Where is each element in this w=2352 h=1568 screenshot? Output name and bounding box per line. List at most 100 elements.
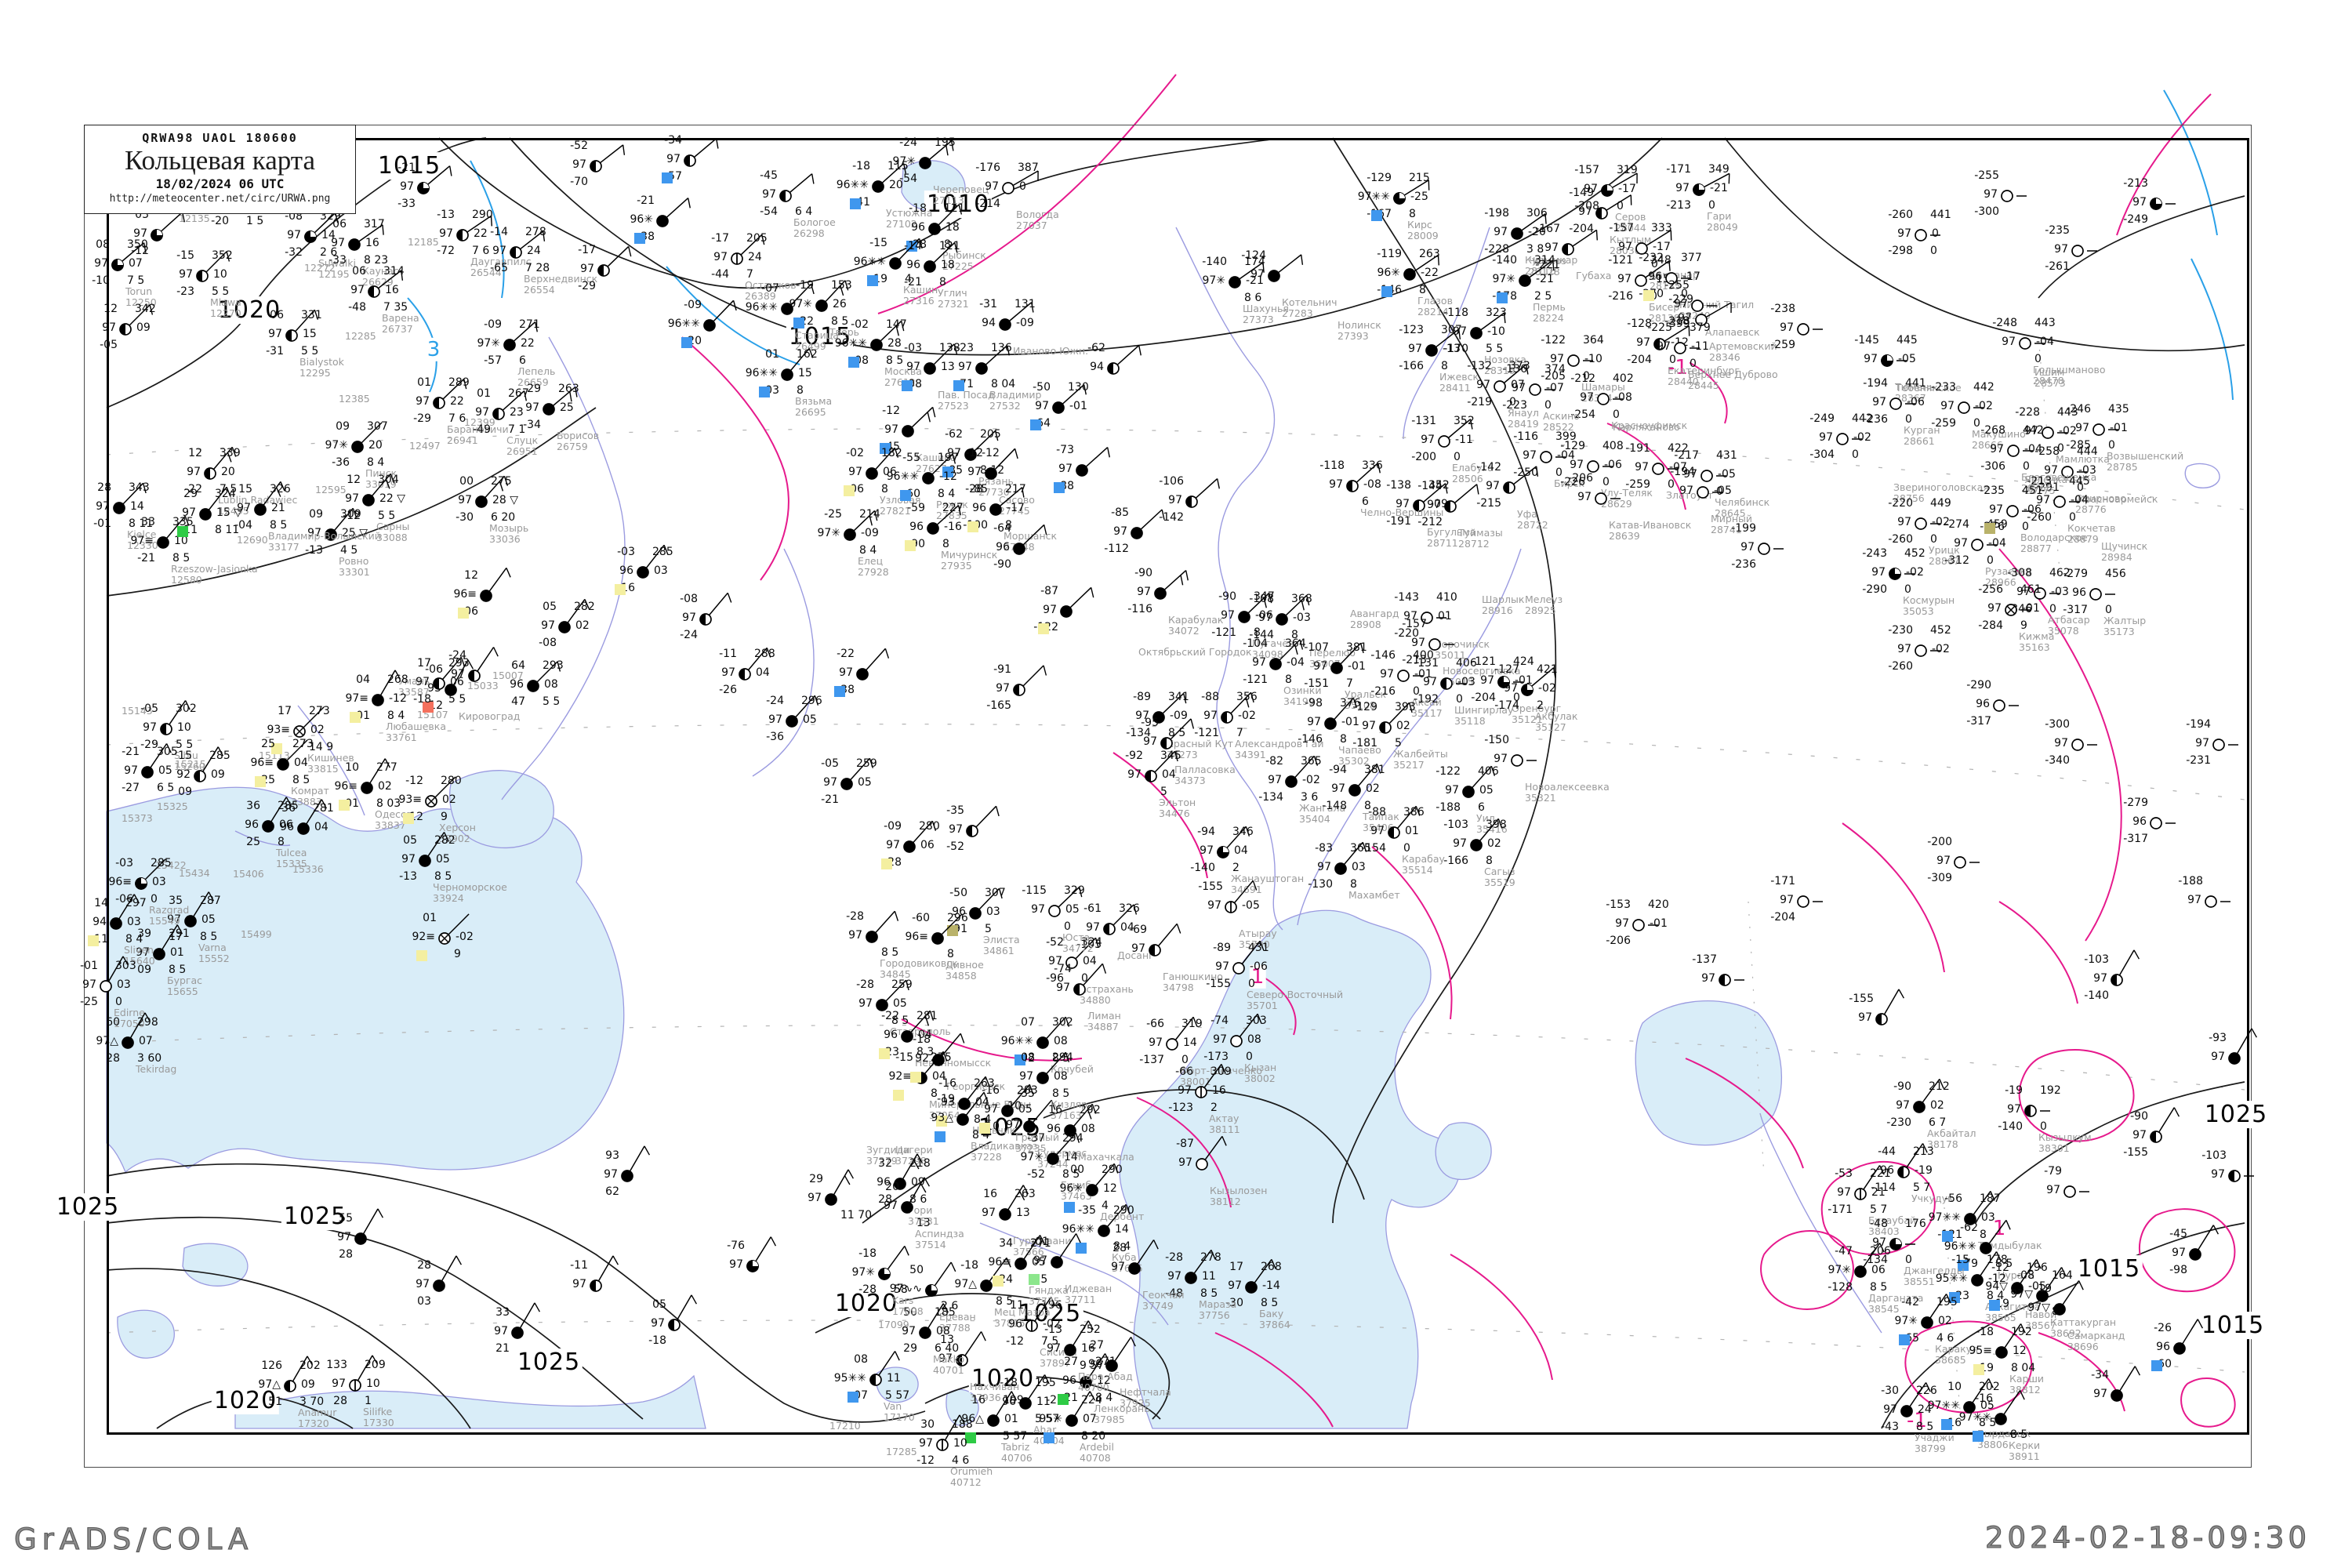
isobars-path xyxy=(1724,137,2245,352)
station-wmo-id: 26554 xyxy=(524,283,555,296)
dewpoint-value: -49 xyxy=(473,423,491,436)
wind-barb-tick xyxy=(2134,1366,2141,1376)
temperature-value: -22 xyxy=(837,648,855,660)
pressure-tendency-value: 15 ▽ xyxy=(216,506,243,519)
cloud-group-value: 8 4 xyxy=(859,544,877,557)
dewpoint-value: -166 xyxy=(1399,360,1424,372)
wind-barb-shaft xyxy=(314,212,336,234)
wind-barb-shaft xyxy=(205,251,227,273)
pressure-value: 386 xyxy=(1403,806,1425,818)
humidity-weather-value: 97 xyxy=(1780,894,1794,906)
cloud-group-value: 8 xyxy=(797,384,804,397)
pressure-tendency-value: 02 xyxy=(1938,1315,1952,1327)
wind-barb-tick xyxy=(2078,1280,2084,1290)
precip-marker-blue xyxy=(848,357,859,368)
cloud-group-value: 5 xyxy=(985,923,992,935)
wind-barb-shaft xyxy=(2118,949,2135,976)
humidity-weather-value: 97 xyxy=(1780,321,1794,334)
humidity-weather-value: 96 xyxy=(619,564,633,577)
humidity-weather-value: 97 xyxy=(1200,844,1214,857)
temperature-value: -16 xyxy=(1975,1392,1993,1405)
cloud-cover-circle xyxy=(2001,190,2013,202)
cloud-cover-circle xyxy=(1245,1281,1258,1294)
wind-barb-shaft xyxy=(881,163,905,183)
pressure-tendency-value: -02 xyxy=(456,931,474,943)
temperature-value: -17 xyxy=(711,232,729,245)
cloud-cover-circle xyxy=(1915,644,1927,657)
temperature-value: -137 xyxy=(1692,953,1717,966)
station-name-label: Кызан 38002 xyxy=(1244,1062,1277,1084)
pressure-tendency-value: 02 xyxy=(1487,837,1501,850)
wind-barb-shaft xyxy=(833,1169,849,1196)
pressure-value: 452 xyxy=(1930,624,1951,637)
station-wmo-id: 28445 xyxy=(1688,379,1719,391)
station-symbol xyxy=(1107,345,1142,375)
humidity-weather-value: 97 xyxy=(1362,720,1376,732)
temperature-value: -255 xyxy=(1974,169,1999,182)
pressure-tendency-value: -01 xyxy=(1650,917,1668,930)
station-symbol xyxy=(111,242,147,271)
humidity-weather-value: 97✳ xyxy=(477,337,500,350)
temperature-value: 07 xyxy=(1021,1016,1035,1029)
temperature-value: -47 xyxy=(1835,1245,1853,1258)
pressure-value: 278 xyxy=(1200,1251,1221,1264)
wind-barb-tick xyxy=(1301,254,1304,265)
humidity-weather-value: 97 xyxy=(729,1258,743,1271)
cloud-cover-circle xyxy=(1470,327,1483,339)
pressure-value: 217 xyxy=(1005,483,1026,495)
cloud-cover-circle xyxy=(511,1327,524,1339)
pressure-tendency-value: 20 xyxy=(368,439,383,452)
isobars-path xyxy=(106,1216,644,1420)
wmo-header: QRWA98 UAOL 180600 xyxy=(142,131,298,145)
cloud-group-value: 8 xyxy=(1409,208,1416,220)
wind-barb-tick xyxy=(644,1145,651,1156)
station-symbol xyxy=(1346,463,1381,492)
temperature-value: 12 xyxy=(347,474,361,486)
cloud-cover-circle xyxy=(419,855,431,867)
wind-barb-tick xyxy=(1044,524,1047,535)
humidity-weather-value: 96 xyxy=(1002,1396,1016,1408)
cloud-group-value: 0 xyxy=(2105,604,2112,616)
isobar-label: 1015 xyxy=(2198,1312,2267,1340)
temperature-value: 01 xyxy=(765,348,779,361)
cloud-cover-circle xyxy=(1330,662,1343,674)
pressure-value: 280 xyxy=(441,775,462,787)
wind-barb-tick xyxy=(1476,484,1479,495)
humidity-weather-value: 96≡ xyxy=(108,876,132,888)
humidity-weather-value: 97 xyxy=(1047,1342,1061,1355)
humidity-weather-value: 97 xyxy=(1250,268,1265,281)
humidity-weather-value: 97 xyxy=(1896,1099,1910,1112)
temperature-value: -131 xyxy=(1411,415,1436,427)
dewpoint-value: -112 xyxy=(1104,543,1129,555)
wind-barb-tick xyxy=(980,1331,986,1341)
humidity-weather-value: 97 xyxy=(1019,1070,1033,1083)
cloud-group-value: 1 xyxy=(365,1395,372,1407)
temperature-value: 08 xyxy=(854,1353,868,1366)
pressure-tendency-value: 07 xyxy=(129,257,143,270)
cloud-cover-circle xyxy=(122,1036,134,1049)
isobars-path xyxy=(862,1089,1365,1224)
pressure-value: 420 xyxy=(1648,898,1669,911)
temperature-value: -17 xyxy=(578,244,596,256)
wind-barb-shaft xyxy=(1278,254,1302,274)
precip-marker-yellow xyxy=(1038,623,1049,634)
humidity-weather-value: 96✳✳ xyxy=(834,337,867,350)
cloud-cover-circle xyxy=(1854,1265,1867,1278)
water-bodies-path xyxy=(946,1388,979,1426)
station-wmo-id: 26941 xyxy=(447,434,478,446)
dewpoint-value: -21 xyxy=(821,793,839,806)
cloud-cover-circle xyxy=(1889,397,1902,410)
wind-barb-tick xyxy=(575,387,578,397)
temperature-value: -05 xyxy=(821,757,839,770)
cloud-group-value: 8 5 xyxy=(2010,1428,2028,1441)
temperature-value: -53 xyxy=(1835,1167,1853,1180)
wind-barb-tick xyxy=(691,1294,698,1305)
dewpoint-value: -261 xyxy=(2045,260,2070,273)
cloud-group-value: 7 6 xyxy=(448,412,466,425)
isobar-label: 1020 xyxy=(832,1290,901,1318)
pressure-value: 302 xyxy=(176,702,197,715)
temperature-value: -03 xyxy=(617,546,635,558)
pressure-tendency-value: 06 xyxy=(1871,1264,1886,1276)
humidity-weather-value: 97 xyxy=(884,1200,898,1212)
cloud-group-value: 8 5 xyxy=(270,519,288,532)
